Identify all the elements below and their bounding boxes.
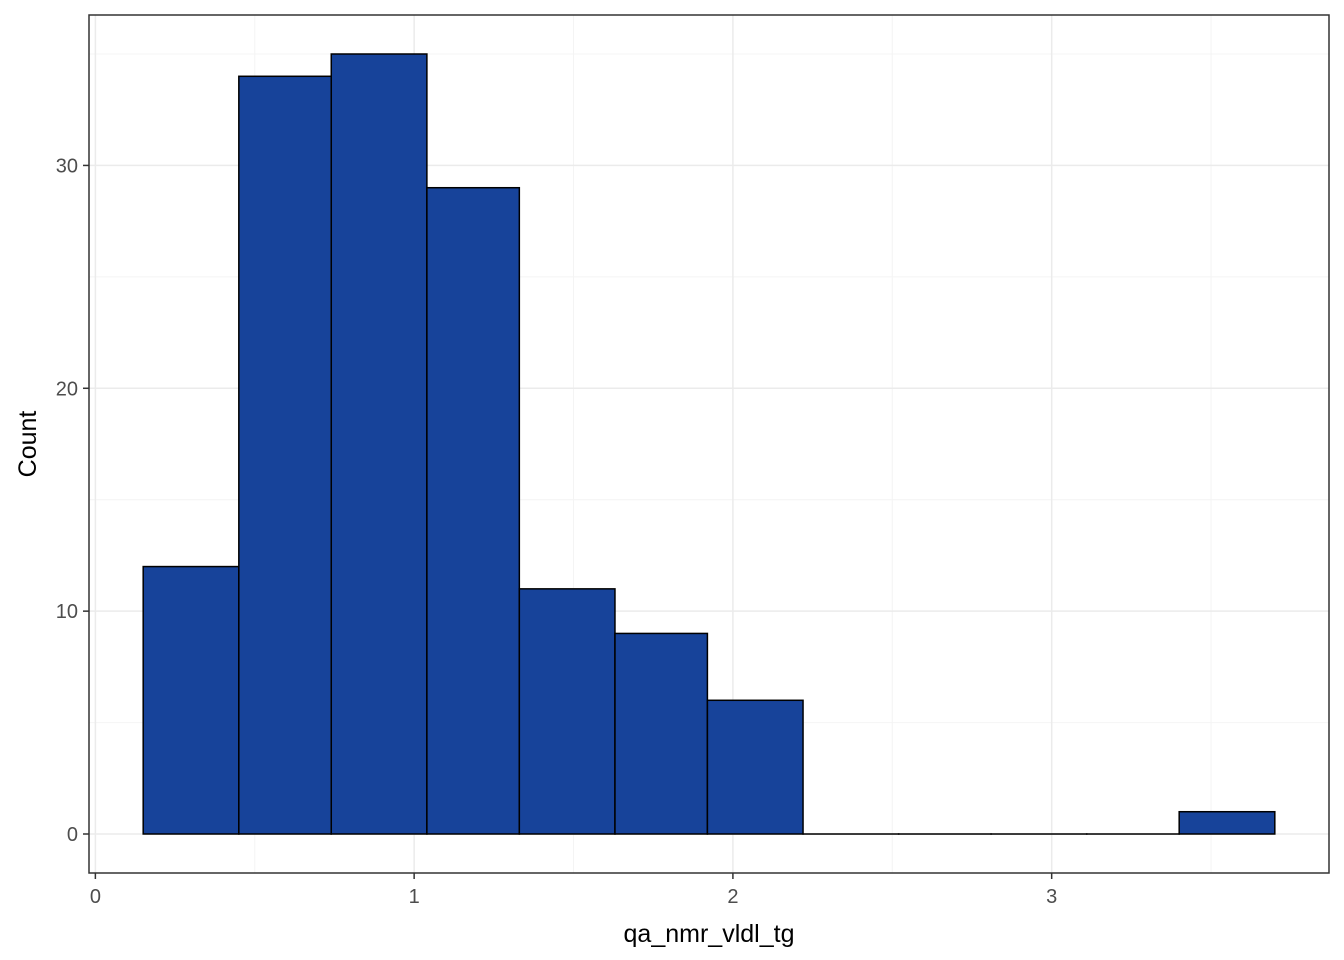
histogram-bar [518,588,616,835]
panel-border [88,14,1330,874]
x-tick-label: 0 [90,886,101,908]
histogram-bar [426,186,521,835]
x-tick-label: 1 [409,886,420,908]
x-axis-title: qa_nmr_vldl_tg [624,920,795,948]
y-tick-label: 30 [56,155,78,177]
histogram-bar [706,699,804,835]
y-tick-label: 0 [67,824,78,846]
x-tick-label: 3 [1046,886,1057,908]
histogram-bar [238,75,333,835]
histogram-bar [1178,810,1276,835]
y-axis-title: Count [14,411,42,478]
histogram-bar [330,53,428,835]
histogram-bar [142,565,240,835]
y-tick-label: 10 [56,601,78,623]
histogram-bars [142,53,1276,835]
histogram-bar [614,632,709,835]
y-tick-label: 20 [56,378,78,400]
x-tick-label: 2 [727,886,738,908]
